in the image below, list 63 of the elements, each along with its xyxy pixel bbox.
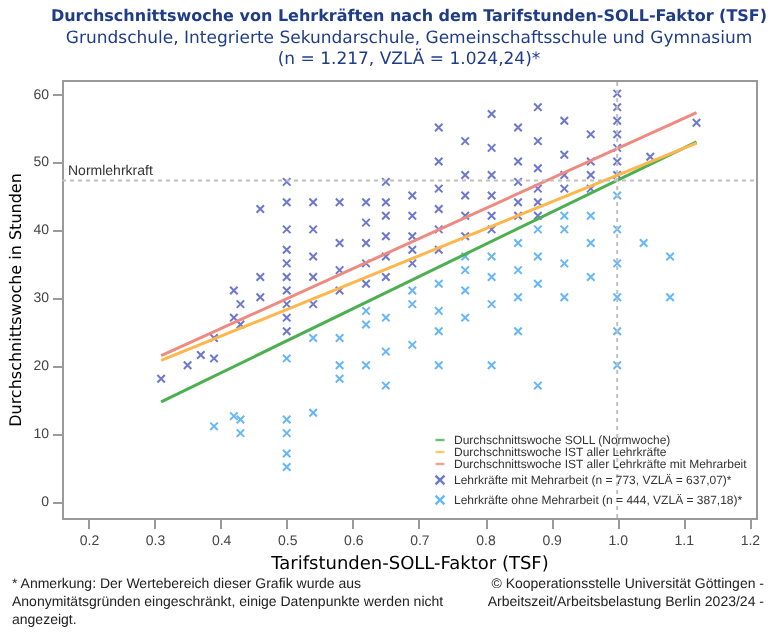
point xyxy=(486,272,497,282)
point xyxy=(281,414,292,425)
point xyxy=(486,299,497,309)
point xyxy=(513,265,523,275)
point xyxy=(281,353,292,364)
point xyxy=(460,265,470,275)
point xyxy=(229,411,239,421)
point xyxy=(434,278,444,289)
point xyxy=(434,360,444,370)
point xyxy=(559,258,570,269)
point xyxy=(381,380,391,391)
point xyxy=(361,360,371,370)
point xyxy=(533,380,543,391)
point xyxy=(381,346,391,357)
point xyxy=(612,190,622,201)
point xyxy=(407,340,418,350)
point xyxy=(612,360,622,370)
point xyxy=(235,414,246,425)
point xyxy=(334,374,345,384)
point xyxy=(586,211,596,221)
point xyxy=(361,306,371,316)
point xyxy=(361,319,371,330)
point xyxy=(281,462,292,472)
point xyxy=(434,326,444,336)
point xyxy=(612,258,622,269)
point xyxy=(513,238,523,248)
point xyxy=(334,360,345,370)
point xyxy=(460,285,470,296)
point xyxy=(486,360,497,370)
point xyxy=(559,292,570,303)
point xyxy=(559,211,570,221)
point xyxy=(612,292,622,303)
point xyxy=(586,272,596,282)
point xyxy=(665,292,675,303)
point xyxy=(486,251,497,262)
point xyxy=(559,224,570,235)
point xyxy=(281,448,292,459)
point xyxy=(434,306,444,316)
point xyxy=(460,251,470,262)
y-axis-title: Durchschnittswoche in Stunden xyxy=(7,173,26,427)
point xyxy=(381,312,391,323)
point xyxy=(281,428,292,438)
point xyxy=(407,285,418,296)
point xyxy=(308,408,318,418)
point xyxy=(665,251,675,262)
point xyxy=(235,428,246,438)
point xyxy=(612,224,622,235)
point xyxy=(460,312,470,323)
point xyxy=(513,292,523,303)
point xyxy=(638,238,649,248)
point xyxy=(612,326,622,336)
point xyxy=(533,278,543,289)
point xyxy=(513,326,523,336)
point xyxy=(533,224,543,235)
point xyxy=(407,299,418,309)
point xyxy=(308,333,318,343)
chart-subtitle: Grundschule, Integrierte Sekundarschule, Gemeinschaftsschule und Gymnasium (n = 1.217, VZLÄ = 1.024,24)* xyxy=(65,29,753,70)
point xyxy=(209,421,219,432)
point xyxy=(334,333,345,343)
point xyxy=(533,251,543,262)
x-axis-title: Tarifstunden-SOLL-Faktor (TSF) xyxy=(269,555,549,575)
chart-title: Durchschnittswoche von Lehrkräften nach dem Tarifstunden-SOLL-Faktor (TSF) xyxy=(50,7,768,25)
point xyxy=(586,238,596,248)
